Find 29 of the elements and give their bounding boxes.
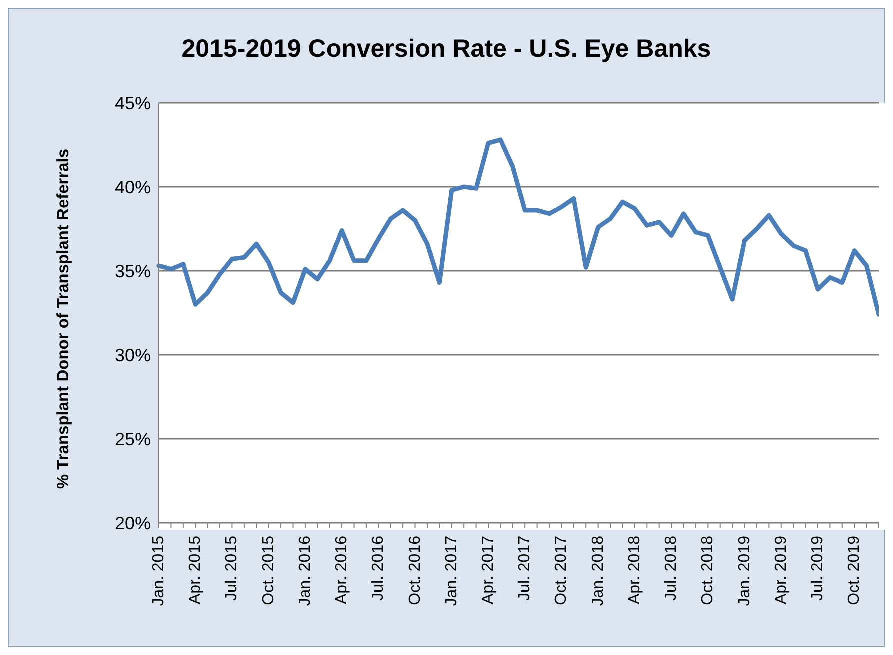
x-tick-label: Jan. 2019 (736, 536, 754, 606)
y-tick-label: 35% (114, 261, 151, 282)
line-series (156, 138, 879, 317)
x-tick-label: Oct. 2017 (553, 536, 570, 606)
y-tick-label: 40% (114, 177, 151, 198)
chart-title: 2015-2019 Conversion Rate - U.S. Eye Banks (180, 35, 712, 64)
x-tick-label: Jan. 2015 (150, 536, 168, 606)
x-tick-label: Apr. 2018 (626, 536, 644, 604)
x-tick-label: Oct. 2016 (406, 536, 424, 606)
x-tick-label: Jul. 2019 (809, 536, 826, 601)
y-tick-label: 20% (114, 513, 151, 534)
y-axis-title: % Transplant Donor of Transplant Referrals (54, 148, 74, 490)
x-tick-label: Apr. 2019 (772, 536, 790, 604)
x-tick-label: Apr. 2017 (480, 536, 497, 604)
x-tick-label: Jan. 2017 (443, 536, 460, 606)
x-tick-label: Oct. 2018 (700, 536, 717, 606)
x-tick-label: Jul. 2018 (663, 536, 680, 601)
x-tick-label: Jul. 2016 (370, 536, 388, 601)
x-tick-label: Oct. 2019 (846, 536, 864, 606)
x-tick-label: Oct. 2015 (260, 536, 278, 606)
y-tick-label: 30% (114, 345, 151, 366)
x-tick-label: Apr. 2015 (187, 536, 204, 604)
x-tick-label: Jul. 2015 (224, 536, 241, 601)
y-tick-label: 25% (114, 429, 151, 450)
x-tick-label: Jan. 2016 (296, 536, 314, 606)
y-tick-label: 45% (114, 93, 151, 114)
x-tick-label: Apr. 2016 (334, 536, 351, 604)
x-tick-label: Jul. 2017 (516, 536, 534, 601)
x-tick-label: Jan. 2018 (590, 536, 607, 606)
